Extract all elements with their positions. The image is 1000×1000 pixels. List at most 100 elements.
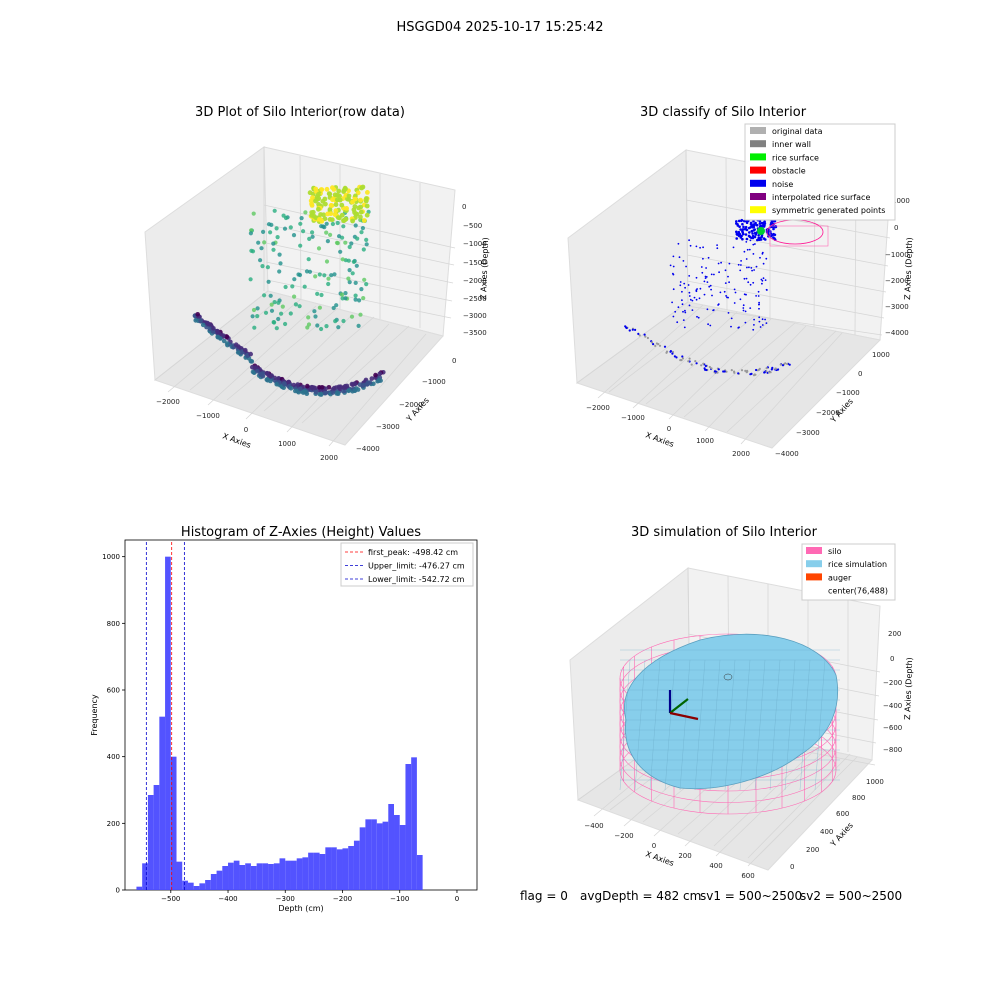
raw-point xyxy=(333,208,339,214)
cls-point xyxy=(682,310,684,313)
cls-point xyxy=(753,318,755,321)
cls-point xyxy=(749,283,752,286)
cls-point xyxy=(752,224,756,227)
hist-bar xyxy=(353,840,360,890)
raw-point xyxy=(357,298,362,303)
raw-point xyxy=(207,326,213,332)
cls-point xyxy=(703,367,706,370)
raw-point xyxy=(354,211,360,217)
raw-point xyxy=(326,276,331,281)
raw-point xyxy=(218,336,223,341)
cls-point xyxy=(774,367,777,370)
raw-point xyxy=(347,280,352,285)
sim-xtick: −400 xyxy=(584,822,603,830)
raw-point xyxy=(233,342,239,348)
raw-point xyxy=(211,326,216,331)
cls-legend-label: noise xyxy=(772,180,793,189)
cls-legend-label: inner wall xyxy=(772,140,811,149)
cls-xtick: 1000 xyxy=(696,437,714,445)
raw-point xyxy=(341,224,346,229)
cls-point xyxy=(724,269,727,272)
raw-xtick: 2000 xyxy=(320,454,338,462)
raw-point xyxy=(319,326,324,332)
grid-line xyxy=(645,314,757,405)
hist-bar xyxy=(256,863,263,890)
sim-legend-label: center(76,488) xyxy=(828,587,888,596)
raw-point xyxy=(282,226,288,231)
raw-point xyxy=(301,229,306,234)
cls-point xyxy=(768,371,771,374)
raw-point xyxy=(323,389,328,395)
raw-point xyxy=(352,204,358,209)
cls-point xyxy=(738,225,741,228)
cls-point xyxy=(781,364,785,367)
raw-point xyxy=(346,258,351,263)
cls-point xyxy=(761,279,764,282)
raw-point xyxy=(259,246,264,251)
raw-point xyxy=(355,236,360,241)
cls-xtick: 2000 xyxy=(732,450,750,458)
hist-bar xyxy=(199,883,206,890)
raw-point xyxy=(310,230,315,235)
cls-point xyxy=(675,356,678,359)
rice-mesh-line xyxy=(784,659,796,791)
rice-mesh-line xyxy=(709,659,721,791)
hist-bar xyxy=(182,880,188,890)
hist-bar xyxy=(371,819,377,890)
raw-point xyxy=(296,272,301,277)
raw-point xyxy=(358,209,364,215)
cls-point xyxy=(754,373,757,376)
cls-point xyxy=(752,243,755,246)
cls-legend-label: rice surface xyxy=(772,153,819,162)
raw-point xyxy=(346,276,351,281)
raw-point xyxy=(324,221,329,226)
cls-xtick: 0 xyxy=(667,425,671,433)
hist-bar xyxy=(245,863,251,890)
cls-point xyxy=(755,295,757,297)
cls-point xyxy=(742,304,745,307)
grid-line xyxy=(263,316,375,412)
cls-point xyxy=(784,362,787,365)
cls-point xyxy=(719,291,722,294)
cls-point xyxy=(646,336,650,340)
raw-point xyxy=(328,232,333,237)
raw-point xyxy=(274,381,280,387)
cls-point xyxy=(760,278,763,281)
hist-axes-frame xyxy=(124,539,478,891)
raw-ztick: −1500 xyxy=(463,259,487,267)
raw-point xyxy=(330,390,336,395)
raw-point xyxy=(307,269,313,274)
grid-line xyxy=(713,746,819,847)
raw-point xyxy=(251,211,256,216)
cls-point xyxy=(733,302,736,304)
cls-point xyxy=(625,326,628,330)
cls-point xyxy=(751,269,753,272)
raw-point xyxy=(277,252,282,257)
raw-point xyxy=(317,217,322,222)
cls-point xyxy=(681,355,684,358)
raw-point xyxy=(325,239,330,244)
panel-histogram: Histogram of Z-Axies (Height) Values −50… xyxy=(90,525,478,913)
cls-point xyxy=(742,309,745,312)
raw-point xyxy=(317,305,322,310)
grid-line xyxy=(715,749,826,857)
raw-point xyxy=(215,328,220,334)
hist-bar xyxy=(336,849,343,890)
grid-line xyxy=(226,307,339,401)
raw-point xyxy=(268,378,273,384)
raw-point xyxy=(303,210,308,215)
raw-point xyxy=(319,187,325,193)
hist-bar xyxy=(285,860,291,890)
grid-line xyxy=(328,333,427,447)
raw-point xyxy=(280,304,285,309)
raw-point xyxy=(306,322,312,327)
cls-point xyxy=(746,248,749,251)
cls-point xyxy=(760,235,764,239)
raw-point xyxy=(358,214,363,220)
raw-point xyxy=(340,257,345,262)
raw-point xyxy=(225,341,230,346)
hist-bar xyxy=(331,847,337,890)
cls-point xyxy=(672,272,674,275)
hist-bar xyxy=(268,864,274,890)
cls-point xyxy=(730,325,732,328)
